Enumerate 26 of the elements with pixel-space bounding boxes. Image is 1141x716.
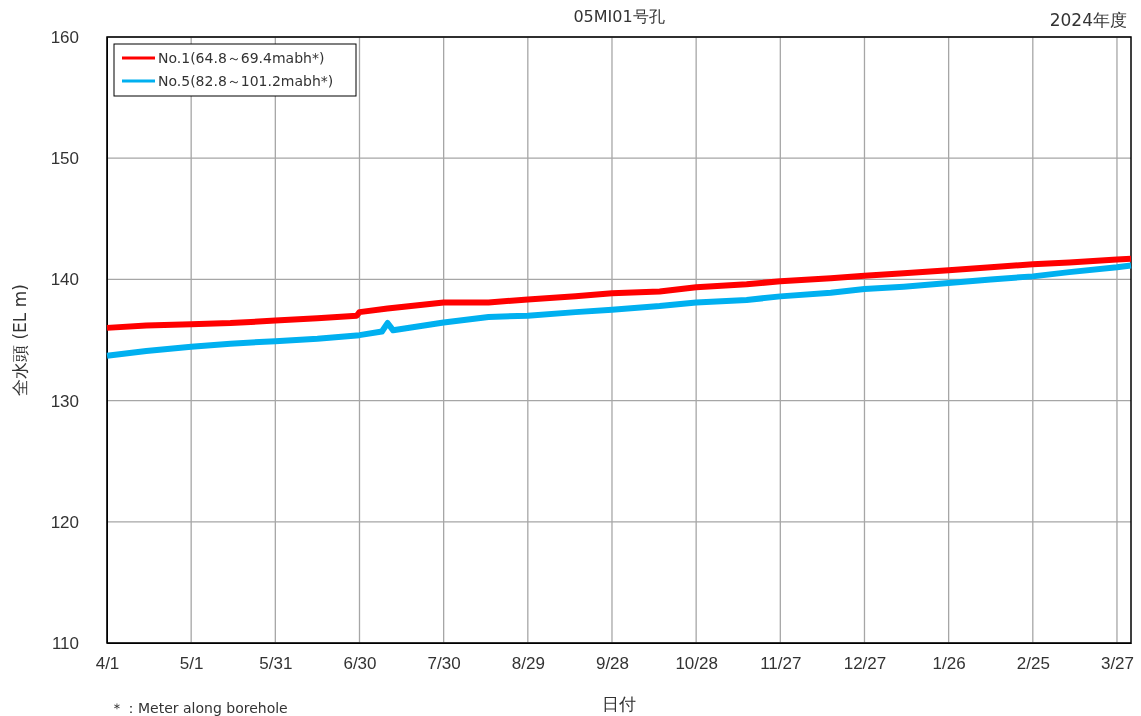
x-tick-label: 4/1 bbox=[95, 654, 120, 674]
x-tick-label: 12/27 bbox=[843, 654, 887, 674]
x-tick-label: 2/25 bbox=[1016, 654, 1050, 674]
x-tick-label: 10/28 bbox=[675, 654, 718, 674]
y-tick-label: 140 bbox=[50, 270, 79, 290]
text: 2024年度 bbox=[1049, 10, 1127, 30]
y-axis-title: 全水頭 (EL m) bbox=[10, 284, 30, 396]
x-tick-label: 6/30 bbox=[343, 654, 377, 674]
legend-label: No.5(82.8～101.2mabh*) bbox=[158, 73, 334, 89]
x-tick-label: 11/27 bbox=[760, 654, 802, 674]
y-tick-label: 150 bbox=[50, 149, 79, 169]
x-tick-label: 1/26 bbox=[932, 654, 966, 674]
x-tick-label: 3/27 bbox=[1100, 654, 1135, 674]
x-tick-label: 5/1 bbox=[179, 654, 204, 674]
x-tick-label: 9/28 bbox=[595, 654, 630, 674]
x-axis-title: 日付 bbox=[602, 694, 636, 714]
x-tick-label: 8/29 bbox=[511, 654, 545, 674]
y-tick-label: 130 bbox=[50, 391, 79, 411]
legend-label: No.1(64.8～69.4mabh*) bbox=[158, 50, 325, 66]
x-tick-label: 5/31 bbox=[259, 654, 293, 674]
y-tick-label: 110 bbox=[51, 633, 79, 653]
y-tick-label: 120 bbox=[50, 512, 79, 532]
chart-title: 05MI01号孔 bbox=[573, 7, 665, 26]
x-tick-label: 7/30 bbox=[427, 654, 461, 674]
y-tick-label: 160 bbox=[50, 27, 79, 47]
text: ＊：Meter along borehole bbox=[110, 700, 288, 716]
